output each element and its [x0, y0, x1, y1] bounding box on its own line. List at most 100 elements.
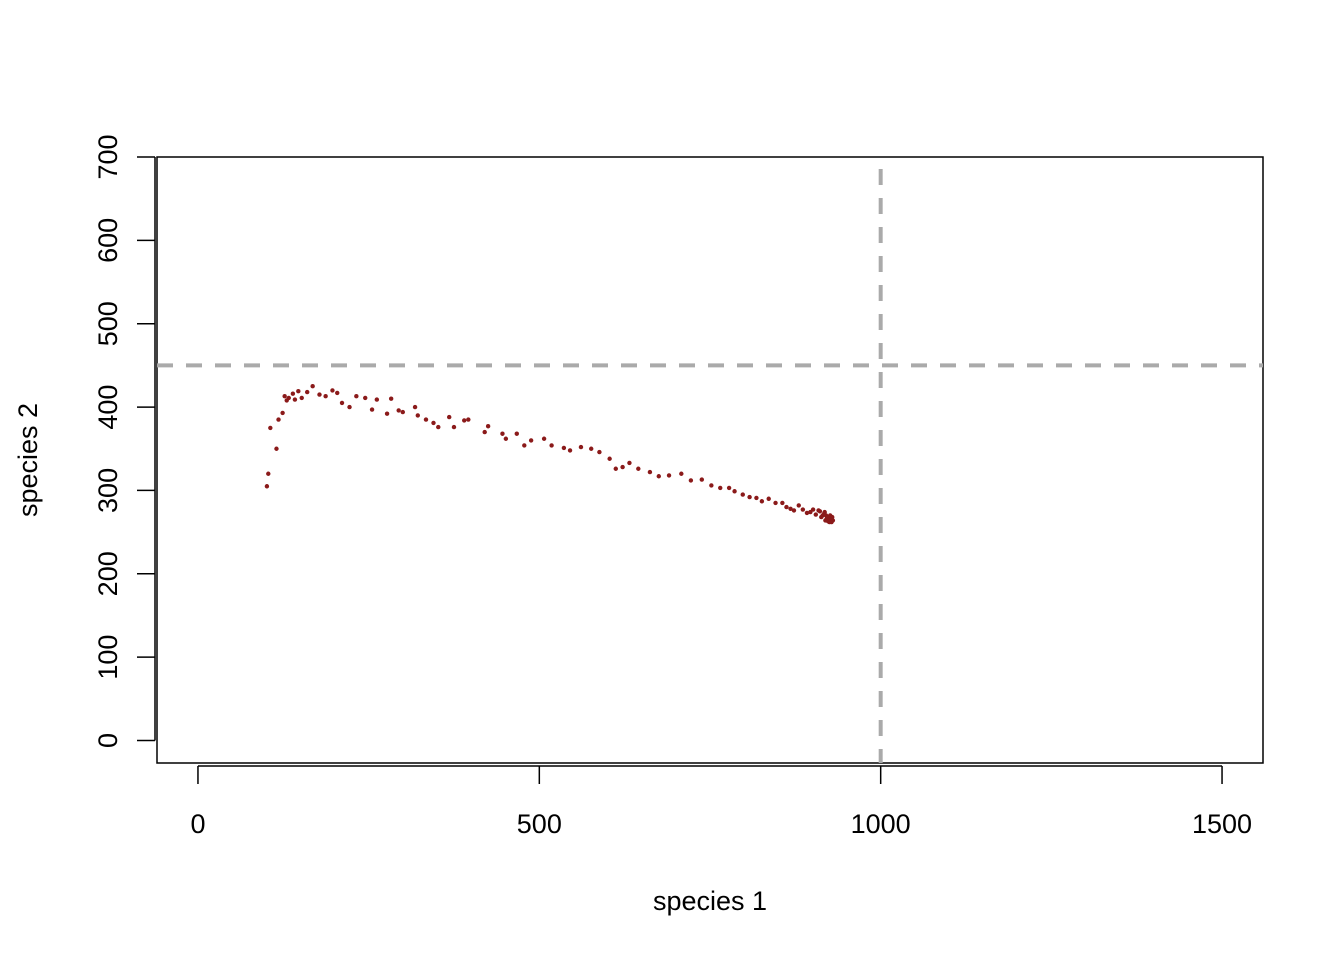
data-point: [578, 444, 584, 450]
data-point: [304, 389, 310, 395]
data-point: [718, 485, 723, 491]
data-point: [788, 506, 793, 511]
data-point: [647, 469, 653, 475]
data-point: [522, 443, 527, 448]
data-point: [292, 397, 298, 402]
data-point: [354, 394, 359, 399]
data-point: [299, 395, 304, 401]
data-point: [688, 478, 694, 483]
data-point: [286, 395, 291, 401]
data-point: [567, 448, 573, 453]
data-point: [274, 446, 279, 451]
data-point: [709, 483, 714, 488]
data-point: [485, 424, 491, 429]
data-point: [514, 431, 519, 436]
plot-frame: [156, 156, 1264, 764]
data-point: [388, 396, 394, 401]
data-point: [627, 460, 632, 466]
data-point: [813, 512, 819, 517]
data-point: [791, 508, 797, 513]
y-tick-label: 600: [93, 218, 123, 263]
data-point: [679, 471, 684, 476]
data-point: [323, 394, 328, 399]
data-point: [773, 500, 778, 506]
data-point: [412, 404, 418, 410]
data-point: [339, 400, 345, 406]
reference-lines: [157, 169, 1263, 763]
data-point: [503, 436, 509, 441]
data-point: [636, 466, 641, 471]
data-point: [369, 407, 375, 412]
data-point: [396, 408, 401, 413]
data-point: [780, 500, 785, 506]
data-point: [317, 392, 322, 397]
data-point: [796, 503, 801, 508]
data-point: [266, 471, 271, 476]
data-point: [451, 424, 457, 430]
data-point: [766, 496, 771, 501]
data-point: [607, 456, 612, 461]
data-point: [666, 473, 672, 478]
data-point: [549, 443, 554, 448]
data-point: [347, 404, 352, 410]
data-point: [268, 425, 273, 431]
x-tick-label: 0: [190, 809, 205, 839]
data-point: [462, 418, 467, 423]
data-point: [732, 489, 737, 494]
data-point: [561, 445, 567, 451]
data-point: [466, 417, 471, 422]
x-tick-label: 1500: [1192, 809, 1252, 839]
data-point: [740, 492, 745, 497]
data-point: [282, 394, 287, 399]
data-point: [384, 411, 390, 416]
x-tick-label: 1000: [851, 809, 911, 839]
data-point: [830, 518, 836, 523]
x-axis-title: species 1: [653, 886, 767, 916]
data-point: [656, 474, 661, 479]
data-point: [822, 509, 827, 515]
data-points: [264, 384, 836, 525]
data-point: [784, 504, 789, 510]
data-point: [276, 417, 281, 422]
y-tick-label: 100: [93, 635, 123, 680]
data-point: [264, 484, 270, 489]
data-point: [290, 391, 296, 396]
data-point: [528, 438, 534, 443]
data-point: [330, 388, 335, 393]
data-point: [363, 395, 368, 401]
data-point: [423, 417, 429, 422]
y-tick-label: 700: [93, 134, 123, 179]
data-point: [280, 410, 285, 416]
data-point: [830, 514, 835, 520]
data-point: [415, 413, 420, 418]
data-point: [400, 409, 405, 415]
data-point: [804, 510, 810, 516]
y-tick-label: 200: [93, 551, 123, 596]
data-point: [541, 436, 547, 441]
data-point: [500, 431, 505, 436]
y-tick-label: 400: [93, 385, 123, 430]
data-point: [597, 449, 602, 455]
data-point: [613, 466, 618, 471]
data-point: [800, 507, 806, 512]
data-point: [447, 414, 452, 420]
x-tick-label: 500: [517, 809, 562, 839]
data-point: [817, 509, 823, 514]
data-point: [754, 495, 759, 501]
data-point: [335, 390, 340, 396]
data-point: [620, 464, 625, 470]
data-point: [296, 389, 301, 394]
data-point: [436, 424, 441, 430]
data-point: [482, 429, 487, 435]
y-axis: 0 100 200 300 400 500 600 700: [93, 134, 156, 748]
data-point: [810, 507, 816, 512]
y-tick-label: 500: [93, 301, 123, 346]
x-axis: 0 500 1000 1500: [190, 765, 1252, 839]
data-point: [759, 499, 765, 504]
data-point: [431, 420, 436, 426]
y-axis-title: species 2: [13, 403, 43, 517]
data-point: [726, 485, 732, 491]
data-point: [747, 494, 752, 500]
y-tick-label: 0: [93, 733, 123, 748]
